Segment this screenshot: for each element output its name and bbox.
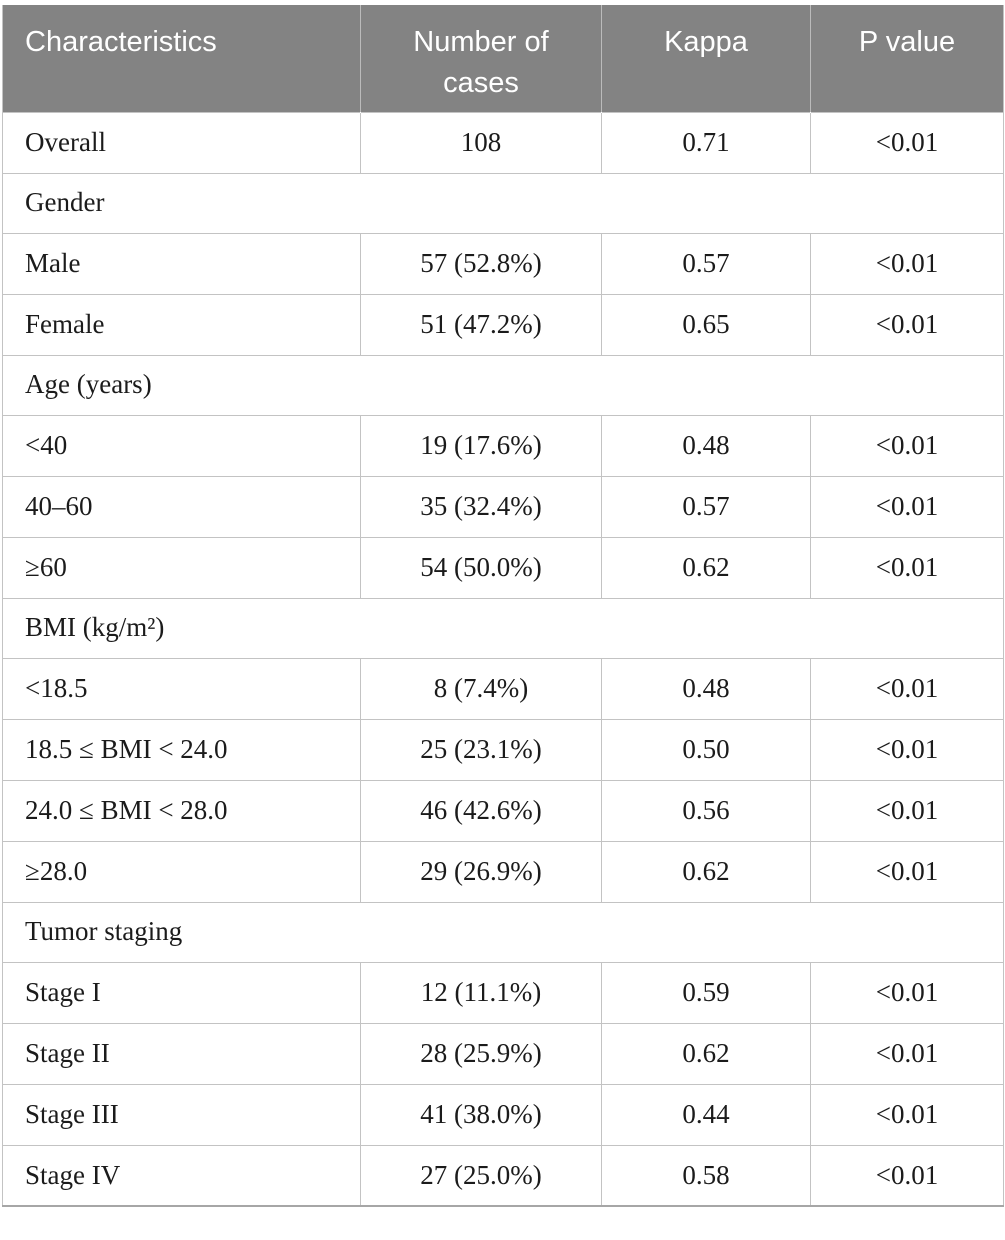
cases-cell: 25 (23.1%) xyxy=(360,718,602,780)
pvalue-cell: <0.01 xyxy=(810,536,1004,598)
section-row: BMI (kg/m²) xyxy=(2,597,1004,658)
kappa-cell: 0.62 xyxy=(601,1022,811,1084)
kappa-cell: 0.62 xyxy=(601,840,811,902)
header-kappa: Kappa xyxy=(601,5,811,112)
section-row: Tumor staging xyxy=(2,901,1004,962)
pvalue-cell: <0.01 xyxy=(810,718,1004,780)
kappa-cell: 0.62 xyxy=(601,536,811,598)
section-label: Age (years) xyxy=(2,354,1004,415)
table-row: 18.5 ≤ BMI < 24.0 25 (23.1%) 0.50 <0.01 xyxy=(2,718,1004,780)
pvalue-cell: <0.01 xyxy=(810,840,1004,902)
characteristic-cell: 18.5 ≤ BMI < 24.0 xyxy=(2,718,361,780)
characteristic-cell: <18.5 xyxy=(2,657,361,719)
characteristic-cell: Stage II xyxy=(2,1022,361,1084)
table-body: Overall 108 0.71 <0.01 Gender Male 57 (52.8%) 0… xyxy=(2,111,1004,1206)
cases-cell: 41 (38.0%) xyxy=(360,1083,602,1145)
pvalue-cell: <0.01 xyxy=(810,414,1004,476)
table-row: ≥28.0 29 (26.9%) 0.62 <0.01 xyxy=(2,840,1004,902)
kappa-cell: 0.71 xyxy=(601,111,811,173)
cases-cell: 29 (26.9%) xyxy=(360,840,602,902)
pvalue-cell: <0.01 xyxy=(810,232,1004,294)
characteristic-cell: <40 xyxy=(2,414,361,476)
kappa-cell: 0.57 xyxy=(601,232,811,294)
characteristic-cell: ≥28.0 xyxy=(2,840,361,902)
table-row: Male 57 (52.8%) 0.57 <0.01 xyxy=(2,232,1004,294)
pvalue-cell: <0.01 xyxy=(810,779,1004,841)
cases-cell: 51 (47.2%) xyxy=(360,293,602,355)
cases-cell: 8 (7.4%) xyxy=(360,657,602,719)
table-row: Stage II 28 (25.9%) 0.62 <0.01 xyxy=(2,1022,1004,1084)
header-p-value: P value xyxy=(810,5,1004,112)
characteristic-cell: 24.0 ≤ BMI < 28.0 xyxy=(2,779,361,841)
table-row: Female 51 (47.2%) 0.65 <0.01 xyxy=(2,293,1004,355)
characteristic-cell: 40–60 xyxy=(2,475,361,537)
cases-cell: 35 (32.4%) xyxy=(360,475,602,537)
kappa-cell: 0.58 xyxy=(601,1144,811,1206)
cases-cell: 27 (25.0%) xyxy=(360,1144,602,1206)
table-row: Stage III 41 (38.0%) 0.44 <0.01 xyxy=(2,1083,1004,1145)
cases-cell: 108 xyxy=(360,111,602,173)
cases-cell: 54 (50.0%) xyxy=(360,536,602,598)
pvalue-cell: <0.01 xyxy=(810,111,1004,173)
kappa-cell: 0.59 xyxy=(601,961,811,1023)
cases-cell: 28 (25.9%) xyxy=(360,1022,602,1084)
table-row: 24.0 ≤ BMI < 28.0 46 (42.6%) 0.56 <0.01 xyxy=(2,779,1004,841)
table-container: Characteristics Number of cases Kappa P … xyxy=(2,5,1004,1207)
section-label: Tumor staging xyxy=(2,901,1004,962)
pvalue-cell: <0.01 xyxy=(810,657,1004,719)
cases-cell: 57 (52.8%) xyxy=(360,232,602,294)
characteristic-cell: Overall xyxy=(2,111,361,173)
kappa-cell: 0.50 xyxy=(601,718,811,780)
kappa-cell: 0.48 xyxy=(601,414,811,476)
table-row: <40 19 (17.6%) 0.48 <0.01 xyxy=(2,414,1004,476)
pvalue-cell: <0.01 xyxy=(810,475,1004,537)
kappa-cell: 0.48 xyxy=(601,657,811,719)
characteristic-cell: Stage I xyxy=(2,961,361,1023)
pvalue-cell: <0.01 xyxy=(810,293,1004,355)
section-label: Gender xyxy=(2,172,1004,233)
characteristic-cell: Male xyxy=(2,232,361,294)
characteristic-cell: Stage IV xyxy=(2,1144,361,1206)
pvalue-cell: <0.01 xyxy=(810,961,1004,1023)
header-number-of-cases: Number of cases xyxy=(360,5,602,112)
table-row: Stage I 12 (11.1%) 0.59 <0.01 xyxy=(2,961,1004,1023)
table-row: <18.5 8 (7.4%) 0.48 <0.01 xyxy=(2,657,1004,719)
table-header: Characteristics Number of cases Kappa P … xyxy=(2,5,1004,112)
cases-cell: 19 (17.6%) xyxy=(360,414,602,476)
table-row: Stage IV 27 (25.0%) 0.58 <0.01 xyxy=(2,1144,1004,1206)
section-row: Age (years) xyxy=(2,354,1004,415)
pvalue-cell: <0.01 xyxy=(810,1083,1004,1145)
pvalue-cell: <0.01 xyxy=(810,1144,1004,1206)
table-row: ≥60 54 (50.0%) 0.62 <0.01 xyxy=(2,536,1004,598)
table-row: Overall 108 0.71 <0.01 xyxy=(2,111,1004,173)
characteristic-cell: Female xyxy=(2,293,361,355)
kappa-cell: 0.65 xyxy=(601,293,811,355)
section-row: Gender xyxy=(2,172,1004,233)
kappa-cell: 0.56 xyxy=(601,779,811,841)
characteristic-cell: Stage III xyxy=(2,1083,361,1145)
kappa-cell: 0.44 xyxy=(601,1083,811,1145)
cases-cell: 12 (11.1%) xyxy=(360,961,602,1023)
section-label: BMI (kg/m²) xyxy=(2,597,1004,658)
pvalue-cell: <0.01 xyxy=(810,1022,1004,1084)
header-characteristics: Characteristics xyxy=(2,5,361,112)
table-row: 40–60 35 (32.4%) 0.57 <0.01 xyxy=(2,475,1004,537)
header-row: Characteristics Number of cases Kappa P … xyxy=(2,5,1004,112)
characteristic-cell: ≥60 xyxy=(2,536,361,598)
kappa-cell: 0.57 xyxy=(601,475,811,537)
cases-cell: 46 (42.6%) xyxy=(360,779,602,841)
paper-table: Characteristics Number of cases Kappa P … xyxy=(2,5,1004,1207)
